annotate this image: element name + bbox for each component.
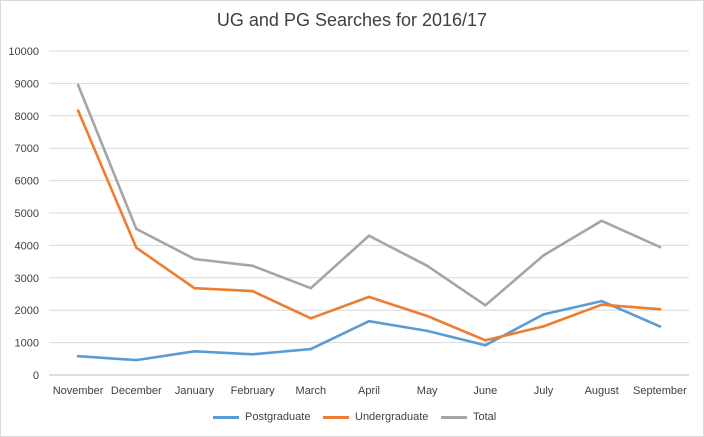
data-point-postgraduate-march [309,347,313,351]
y-tick-label-2000: 2000 [15,305,39,317]
legend-label-total: Total [473,411,497,423]
data-point-total-august [600,219,604,223]
legend-label-undergraduate: Undergraduate [355,411,429,423]
data-point-total-june [484,304,487,307]
data-point-total-march [309,286,313,290]
data-point-postgraduate-november [76,354,80,358]
data-point-undergraduate-december [134,246,138,249]
x-tick-label-may: May [417,385,438,397]
data-point-postgraduate-february [251,352,254,356]
x-tick-label-january: January [175,385,215,397]
data-point-postgraduate-december [134,358,138,362]
x-tick-label-april: April [358,385,380,397]
legend-item-undergraduate: Undergraduate [323,407,428,427]
data-point-undergraduate-august [600,303,604,306]
x-tick-label-february: February [231,385,276,397]
y-tick-label-8000: 8000 [15,111,39,123]
data-point-total-april [367,234,371,237]
series-line-total [76,83,662,307]
chart-title: UG and PG Searches for 2016/17 [216,10,488,30]
data-point-postgraduate-september [658,325,662,328]
series-lines [76,83,662,362]
data-point-undergraduate-april [367,295,371,299]
x-tick-label-august: August [585,385,619,397]
line-chart: 0 1000 2000 3000 4000 5000 6000 7000 8000 9000 100… [8,46,689,397]
data-point-undergraduate-november [76,109,80,112]
data-point-total-november [76,83,80,87]
data-point-total-july [542,254,545,257]
gridlines [49,50,689,376]
y-tick-label-4000: 4000 [15,240,39,252]
y-tick-label-1000: 1000 [15,338,39,350]
y-tick-label-7000: 7000 [15,143,39,155]
legend-item-total: Total [441,407,496,427]
data-point-undergraduate-may [425,314,429,318]
x-tick-label-september: September [633,385,687,397]
x-tick-label-december: December [111,385,162,397]
legend-label-postgraduate: Postgraduate [245,411,311,423]
data-point-undergraduate-january [193,286,196,290]
x-tick-label-november: November [53,385,104,397]
data-point-total-september [658,245,662,249]
y-tick-label-3000: 3000 [15,273,39,285]
y-tick-label-10000: 10000 [8,46,39,58]
y-tick-label-9000: 9000 [15,78,39,90]
y-tick-label-5000: 5000 [15,208,39,220]
data-point-total-december [134,227,138,231]
legend-swatch-undergraduate [323,415,349,419]
series-line-undergraduate [76,109,662,342]
x-tick-label-march: March [296,385,327,397]
y-tick-label-6000: 6000 [15,176,39,188]
legend: Postgraduate Undergraduate Total [1,407,703,427]
data-point-total-may [425,264,429,268]
data-point-total-february [251,264,254,268]
legend-swatch-postgraduate [213,415,239,419]
legend-item-postgraduate: Postgraduate [213,407,310,427]
data-point-undergraduate-july [542,325,545,328]
data-point-postgraduate-april [367,319,371,323]
y-tick-label-0: 0 [33,370,39,382]
data-point-postgraduate-january [193,350,196,353]
data-point-postgraduate-august [600,299,604,303]
y-axis-ticks: 0 1000 2000 3000 4000 5000 6000 7000 8000 9000 100… [8,46,39,382]
data-point-postgraduate-july [542,313,545,316]
x-tick-label-june: June [473,385,497,397]
data-point-undergraduate-june [484,339,487,342]
x-tick-label-july: July [534,385,554,397]
data-point-undergraduate-september [658,307,662,311]
legend-swatch-total [441,415,467,419]
data-point-undergraduate-february [251,289,254,293]
data-point-total-january [193,257,196,261]
data-point-undergraduate-march [309,317,313,320]
data-point-postgraduate-may [425,329,429,333]
x-axis-ticks: November December January February March Apri… [53,385,687,397]
data-point-postgraduate-june [484,343,487,347]
